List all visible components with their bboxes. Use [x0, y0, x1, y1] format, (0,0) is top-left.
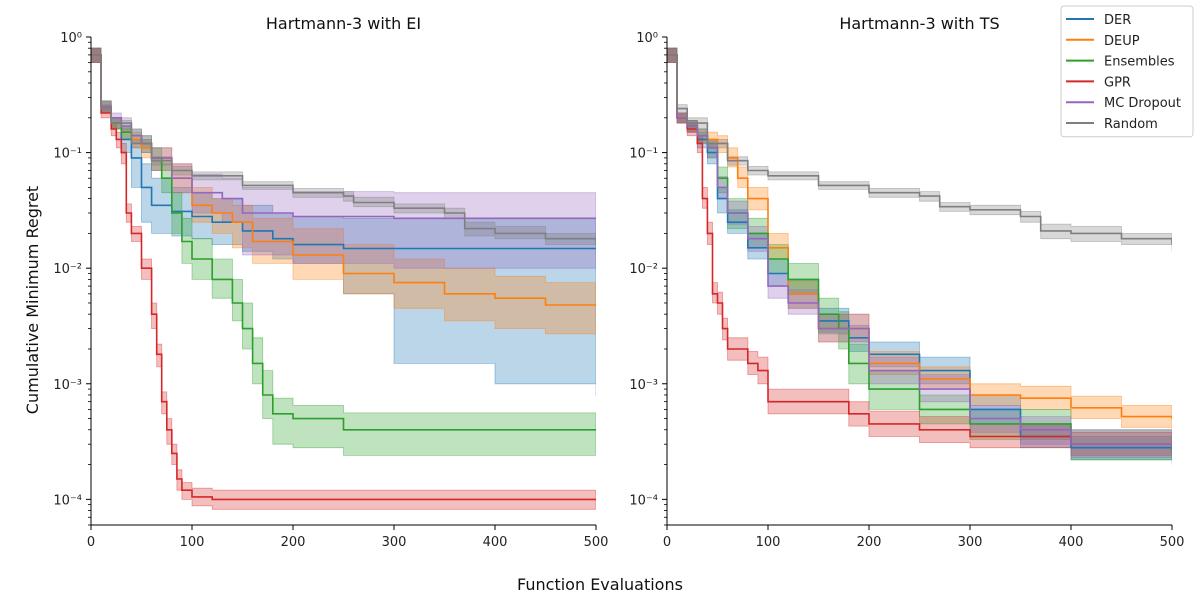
series-line-gpr: [667, 54, 1172, 445]
series-line-mc-dropout: [667, 54, 1172, 448]
legend-item-gpr: GPR: [1066, 75, 1131, 90]
x-tick-label: 200: [281, 535, 306, 550]
legend-item-mc-dropout: MC Dropout: [1066, 96, 1181, 111]
y-tick-label: 10⁻⁴: [53, 493, 82, 508]
legend-item-random: Random: [1066, 117, 1158, 132]
y-tick-label: 10⁻²: [53, 262, 82, 277]
y-tick-label: 10⁻³: [629, 378, 658, 393]
series-line-gpr: [91, 54, 596, 501]
legend-label: MC Dropout: [1104, 96, 1181, 111]
x-axis-label: Function Evaluations: [517, 575, 683, 594]
legend-label: Ensembles: [1104, 55, 1175, 70]
chart-title: Hartmann-3 with EI: [266, 14, 421, 33]
legend-item-ensembles: Ensembles: [1066, 55, 1175, 70]
series-line-random: [91, 54, 596, 245]
legend-label: Random: [1104, 117, 1158, 132]
x-tick-label: 500: [1160, 535, 1185, 550]
legend-item-deup: DEUP: [1066, 34, 1140, 49]
x-tick-label: 400: [1059, 535, 1084, 550]
chart-panel-2: Hartmann-3 with TS 0 100 200 300 400 500 10⁻⁴ 10…: [629, 14, 1184, 550]
plot-area: [91, 47, 596, 510]
x-tick-label: 100: [756, 535, 781, 550]
y-tick-label: 10⁰: [636, 31, 658, 46]
legend-label: GPR: [1104, 75, 1131, 90]
series-line-random: [667, 54, 1172, 245]
band-der: [91, 47, 596, 397]
plot-area: [667, 47, 1172, 465]
legend-label: DER: [1104, 13, 1131, 28]
y-axis-label: Cumulative Minimum Regret: [23, 186, 42, 414]
legend: DER DEUP Ensembles GPR MC Dropout Random: [1060, 5, 1194, 138]
x-tick-label: 200: [857, 535, 882, 550]
x-tick-label: 100: [180, 535, 205, 550]
x-tick-label: 500: [584, 535, 609, 550]
y-tick-label: 10⁻²: [629, 262, 658, 277]
y-tick-label: 10⁻³: [53, 378, 82, 393]
legend-item-der: DER: [1066, 13, 1131, 28]
band-gpr: [91, 47, 596, 510]
x-tick-label: 400: [483, 535, 508, 550]
x-tick-label: 300: [958, 535, 983, 550]
legend-label: DEUP: [1104, 34, 1140, 49]
y-tick-label: 10⁻⁴: [629, 493, 658, 508]
chart-panel-1: Hartmann-3 with EI 0 100 200 300 400 500 10⁻⁴ 10…: [53, 14, 608, 550]
y-tick-label: 10⁻¹: [53, 147, 82, 162]
y-tick-label: 10⁻¹: [629, 147, 658, 162]
x-tick-label: 0: [663, 535, 671, 550]
x-tick-label: 0: [87, 535, 95, 550]
series-line-mc-dropout: [91, 54, 596, 220]
chart-title: Hartmann-3 with TS: [839, 14, 999, 33]
y-tick-label: 10⁰: [60, 31, 82, 46]
band-random: [667, 47, 1172, 252]
legend-frame: [1060, 5, 1194, 138]
series-line-ensembles: [91, 54, 596, 431]
x-tick-label: 300: [382, 535, 407, 550]
